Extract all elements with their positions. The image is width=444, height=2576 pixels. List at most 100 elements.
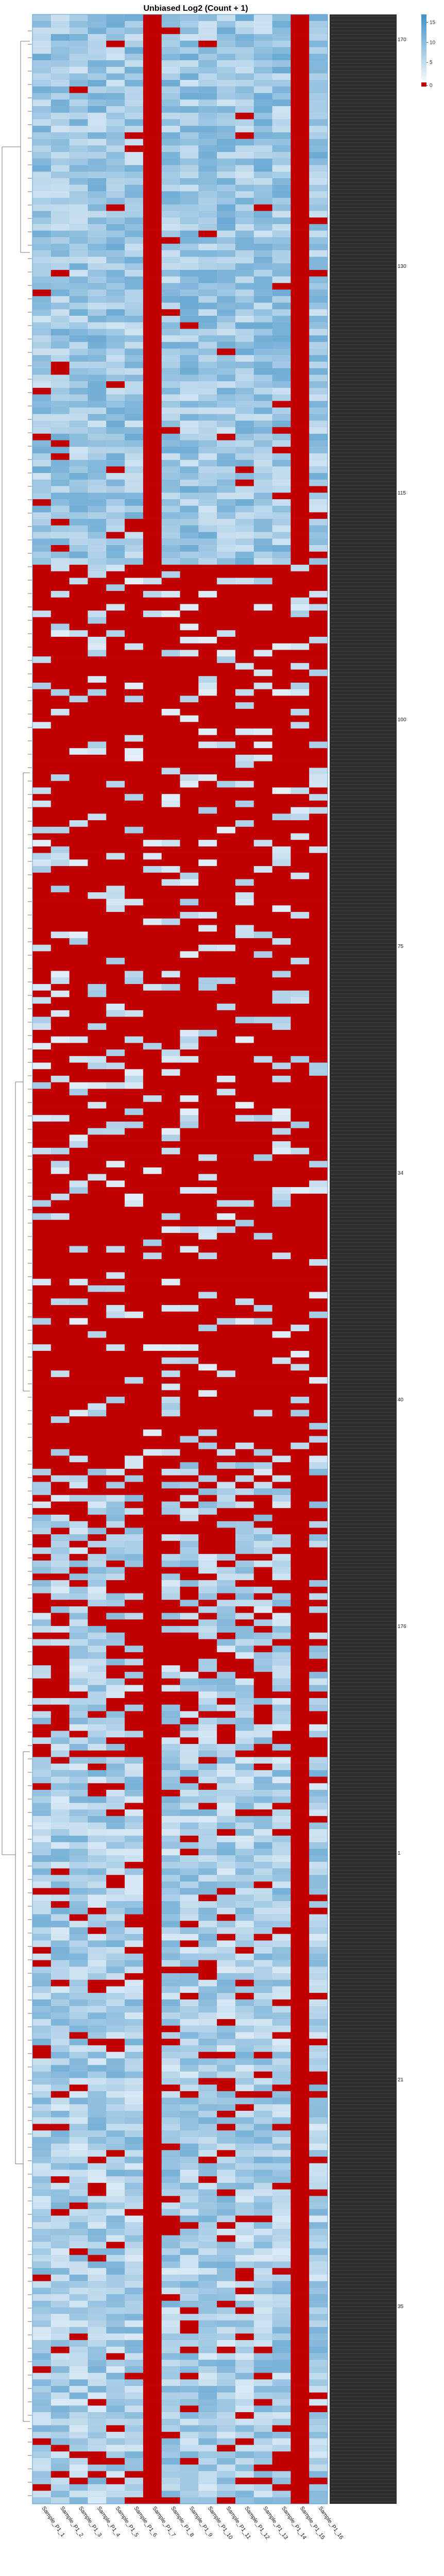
heatmap-cell [217, 1678, 236, 1685]
heatmap-cell [198, 1246, 217, 1253]
heatmap-cell [253, 545, 272, 552]
heatmap-cell [180, 54, 199, 61]
heatmap-cell [88, 1069, 107, 1076]
heatmap-cell [161, 1410, 180, 1417]
heatmap-cell [88, 1272, 107, 1279]
heatmap-cell [253, 1468, 272, 1476]
heatmap-cell [50, 1528, 70, 1535]
heatmap-cell [253, 54, 272, 61]
heatmap-cell [161, 1750, 180, 1757]
heatmap-cell [235, 820, 254, 827]
heatmap-cell [106, 1514, 125, 1521]
heatmap-cell [143, 499, 162, 506]
heatmap-cell [88, 565, 107, 572]
heatmap-cell [69, 722, 88, 729]
heatmap-cell [253, 263, 272, 270]
heatmap-cell [125, 1016, 144, 1024]
heatmap-cell [32, 1305, 52, 1312]
heatmap-cell [198, 990, 217, 997]
heatmap-cell [253, 1501, 272, 1509]
heatmap-cell [143, 1639, 162, 1646]
heatmap-cell [161, 1285, 180, 1292]
heatmap-cell [272, 165, 291, 172]
heatmap-cell [272, 833, 291, 840]
heatmap-cell [50, 538, 70, 546]
heatmap-cell [161, 833, 180, 840]
heatmap-cell [180, 689, 199, 696]
heatmap-cell [143, 381, 162, 388]
heatmap-cell [32, 997, 52, 1004]
heatmap-cell [272, 571, 291, 578]
heatmap-cell [69, 1357, 88, 1364]
heatmap-cell [88, 224, 107, 231]
heatmap-cell [198, 1383, 217, 1391]
heatmap-cell [272, 532, 291, 539]
heatmap-cell [50, 879, 70, 886]
heatmap-cell [235, 512, 254, 519]
heatmap-cell [309, 1403, 328, 1410]
heatmap-cell [198, 1593, 217, 1600]
heatmap-cell [161, 1619, 180, 1626]
heatmap-cell [235, 1842, 254, 1849]
heatmap-cell [161, 1004, 180, 1011]
heatmap-cell [161, 263, 180, 270]
heatmap-cell [50, 178, 70, 185]
heatmap-cell [32, 1279, 52, 1286]
heatmap-cell [161, 1796, 180, 1803]
heatmap-cell [106, 453, 125, 460]
heatmap-cell [125, 728, 144, 736]
heatmap-cell [69, 66, 88, 74]
heatmap-cell [106, 590, 125, 598]
heatmap-cell [180, 1540, 199, 1548]
heatmap-cell [291, 375, 310, 382]
heatmap-cell [69, 630, 88, 637]
heatmap-cell [143, 1475, 162, 1482]
heatmap-cell [143, 781, 162, 788]
heatmap-cell [106, 1967, 125, 1974]
heatmap-cell [69, 1180, 88, 1188]
heatmap-cell [180, 754, 199, 761]
heatmap-cell [272, 296, 291, 303]
heatmap-cell [291, 1803, 310, 1810]
heatmap-cell [253, 1370, 272, 1378]
heatmap-cell [106, 938, 125, 945]
heatmap-cell [291, 1646, 310, 1653]
heatmap-cell [106, 1436, 125, 1443]
heatmap-cell [291, 479, 310, 486]
heatmap-cell [50, 387, 70, 395]
heatmap-cell [88, 1285, 107, 1292]
heatmap-cell [50, 1743, 70, 1751]
heatmap-cell [50, 1560, 70, 1567]
heatmap-cell [235, 643, 254, 650]
heatmap-cell [309, 1809, 328, 1817]
heatmap-cell [253, 296, 272, 303]
heatmap-cell [291, 414, 310, 421]
heatmap-cell [50, 1331, 70, 1338]
heatmap-cell [291, 1731, 310, 1738]
heatmap-cell [32, 1285, 52, 1292]
heatmap-cell [235, 14, 254, 22]
heatmap-cell [125, 479, 144, 486]
heatmap-cell [106, 814, 125, 821]
heatmap-cell [161, 532, 180, 539]
heatmap-cell [143, 1914, 162, 1921]
heatmap-cell [217, 886, 236, 893]
heatmap-cell [272, 1829, 291, 1836]
heatmap-cell [253, 224, 272, 231]
heatmap-cell [125, 1743, 144, 1751]
heatmap-cell [180, 1154, 199, 1161]
heatmap-cell [253, 1711, 272, 1718]
heatmap-cell [32, 198, 52, 205]
heatmap-cell [125, 794, 144, 801]
heatmap-cell [125, 781, 144, 788]
heatmap-cell [272, 1115, 291, 1122]
heatmap-cell [161, 211, 180, 218]
heatmap-cell [309, 611, 328, 618]
heatmap-cell [253, 93, 272, 100]
heatmap-cell [143, 584, 162, 591]
heatmap-cell [309, 571, 328, 578]
heatmap-cell [217, 1613, 236, 1620]
heatmap-cell [309, 414, 328, 421]
heatmap-cell [32, 512, 52, 519]
heatmap-cell [88, 394, 107, 401]
